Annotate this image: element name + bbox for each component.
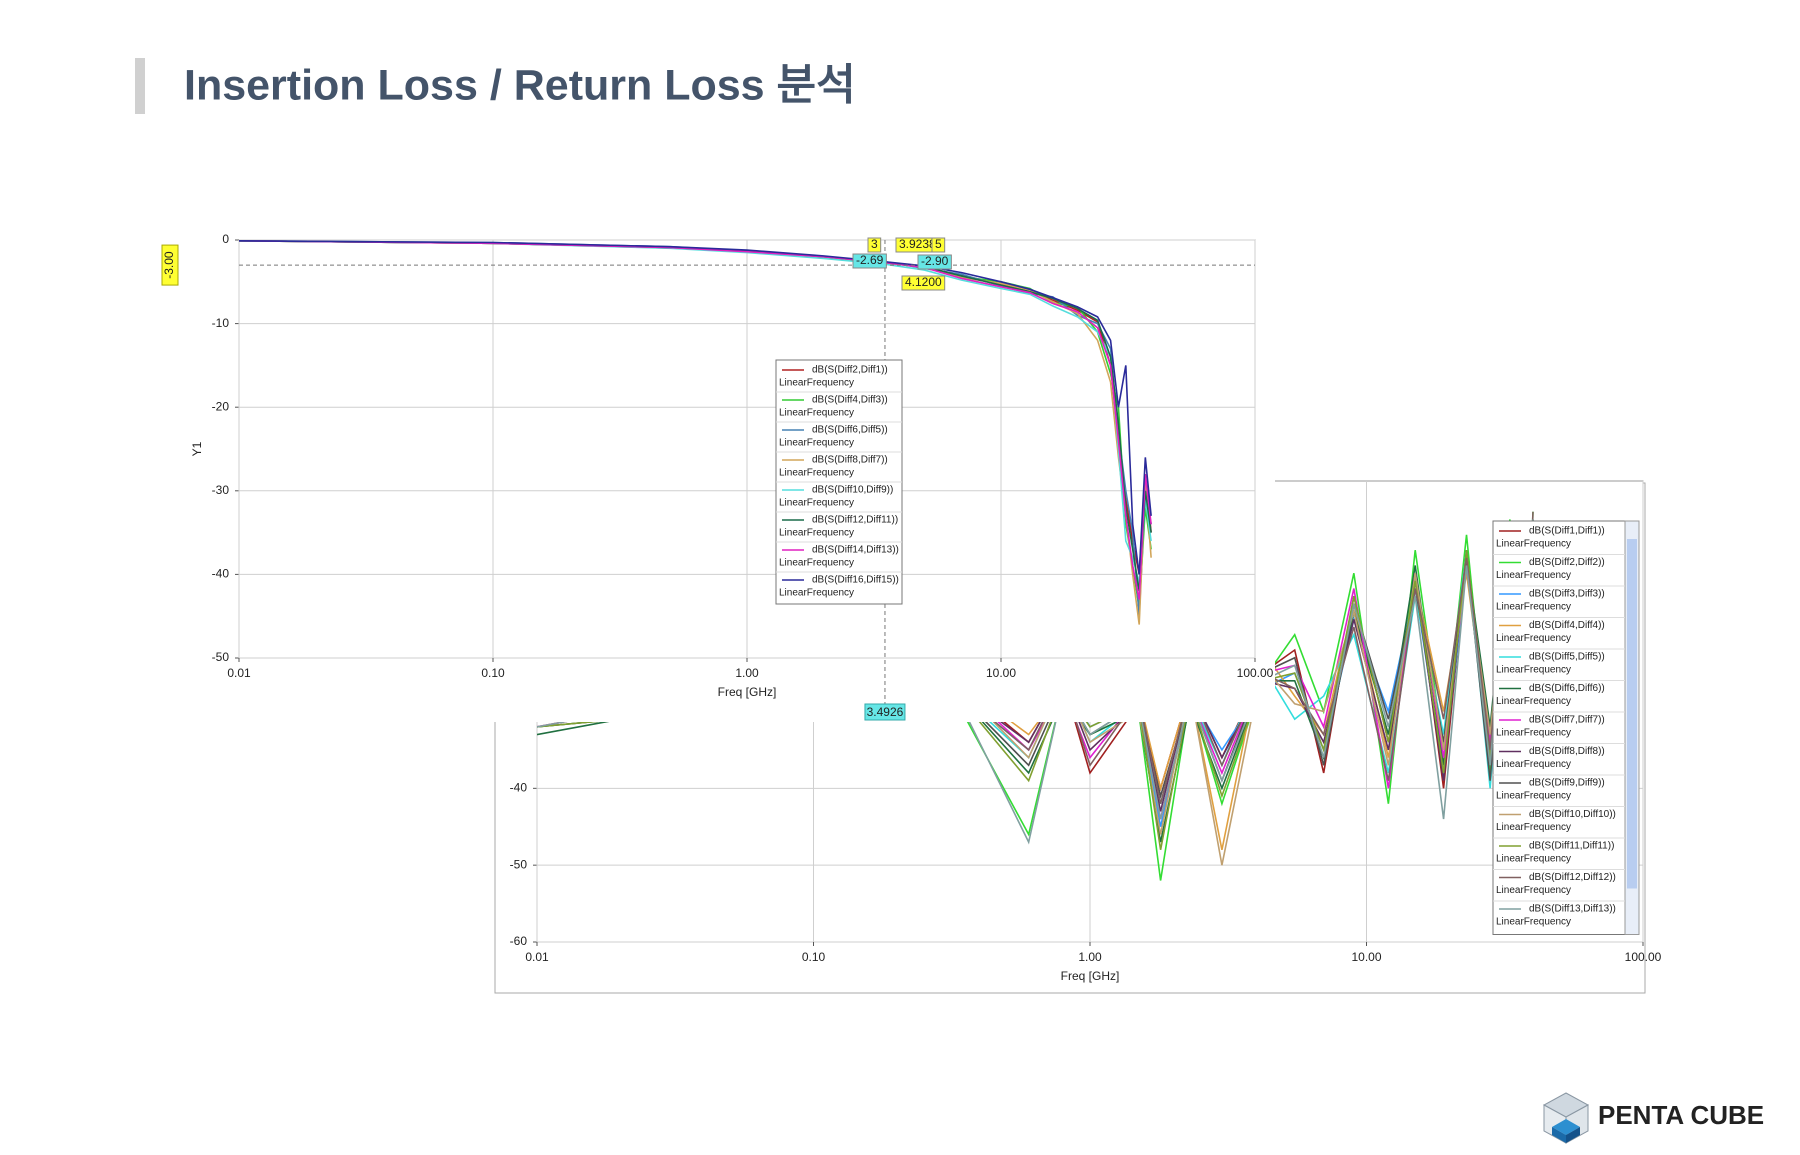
annotation-box: [931, 237, 946, 253]
marker-label-box: [864, 703, 906, 721]
annotation: 4.1200: [905, 275, 942, 289]
slide-title: Insertion Loss / Return Loss 분석: [184, 61, 856, 109]
y-tick-label: -50: [510, 857, 528, 871]
legend-subtitle: LinearFrequency: [779, 408, 854, 419]
x-tick-label: 100.00: [1237, 666, 1274, 680]
x-axis-title: Freq [GHz]: [718, 685, 777, 699]
legend-subtitle: LinearFrequency: [1496, 728, 1571, 739]
y-tick-label: -10: [212, 316, 230, 330]
legend-subtitle: LinearFrequency: [779, 378, 854, 389]
legend-subtitle: LinearFrequency: [1496, 570, 1571, 581]
legend-subtitle: LinearFrequency: [1496, 539, 1571, 550]
legend-subtitle: LinearFrequency: [779, 558, 854, 569]
annotation-box: [852, 253, 887, 269]
scrollbar-thumb: [1627, 539, 1637, 889]
legend-label: dB(S(Diff4,Diff4)): [1529, 620, 1605, 631]
annotation: -2.69: [856, 253, 884, 267]
legend-label: dB(S(Diff10,Diff10)): [1529, 809, 1616, 820]
y-tick-label: -20: [212, 399, 230, 413]
legend-label: dB(S(Diff7,Diff7)): [1529, 715, 1605, 726]
y-axis-title: Y1: [190, 441, 204, 456]
annotation: 3: [871, 237, 878, 251]
marker-label: 3.4926: [867, 705, 904, 719]
x-axis-title: Freq [GHz]: [1061, 969, 1120, 983]
legend-subtitle: LinearFrequency: [1496, 854, 1571, 865]
legend-subtitle: LinearFrequency: [779, 468, 854, 479]
legend-subtitle: LinearFrequency: [779, 438, 854, 449]
legend-label: dB(S(Diff13,Diff13)): [1529, 904, 1616, 915]
x-tick-label: 0.01: [227, 666, 251, 680]
series-line: [239, 240, 1152, 600]
marker-label-box: [161, 244, 179, 286]
marker-label: -3.00: [162, 251, 176, 279]
x-tick-label: 10.00: [986, 666, 1016, 680]
legend-subtitle: LinearFrequency: [779, 498, 854, 509]
legend-label: dB(S(Diff4,Diff3)): [812, 395, 888, 406]
legend-label: dB(S(Diff10,Diff9)): [812, 485, 893, 496]
legend-label: dB(S(Diff1,Diff1)): [1529, 526, 1605, 537]
y-tick-label: 0: [222, 232, 229, 246]
logo-text: PENTA CUBE: [1598, 1100, 1764, 1130]
y-tick-label: -30: [212, 483, 230, 497]
legend-subtitle: LinearFrequency: [1496, 822, 1571, 833]
legend-label: dB(S(Diff6,Diff5)): [812, 425, 888, 436]
x-tick-label: 1.00: [1078, 950, 1102, 964]
legend-label: dB(S(Diff12,Diff11)): [812, 515, 898, 526]
legend-label: dB(S(Diff8,Diff7)): [812, 455, 888, 466]
legend-label: dB(S(Diff16,Diff15)): [812, 575, 899, 586]
y-tick-label: -50: [212, 650, 230, 664]
x-tick-label: 0.10: [802, 950, 826, 964]
legend-label: dB(S(Diff8,Diff8)): [1529, 746, 1605, 757]
annotation: 3.9238: [899, 237, 936, 251]
series-group: [239, 240, 1152, 625]
y-tick-label: -40: [212, 567, 230, 581]
legend-subtitle: LinearFrequency: [779, 528, 854, 539]
legend-label: dB(S(Diff14,Diff13)): [812, 545, 899, 556]
legend-label: dB(S(Diff3,Diff3)): [1529, 589, 1605, 600]
legend-label: dB(S(Diff5,Diff5)): [1529, 652, 1605, 663]
series-line: [239, 240, 1152, 575]
legend-subtitle: LinearFrequency: [1496, 602, 1571, 613]
legend-label: dB(S(Diff2,Diff1)): [812, 365, 888, 376]
legend-label: dB(S(Diff2,Diff2)): [1529, 557, 1605, 568]
x-tick-label: 1.00: [735, 666, 759, 680]
legend-subtitle: LinearFrequency: [1496, 633, 1571, 644]
annotation-box: [917, 254, 952, 270]
legend-label: dB(S(Diff9,Diff9)): [1529, 778, 1605, 789]
x-tick-label: 0.01: [525, 950, 549, 964]
annotation-box: [901, 275, 946, 291]
legend-label: dB(S(Diff6,Diff6)): [1529, 683, 1605, 694]
x-tick-label: 0.10: [481, 666, 505, 680]
legend-subtitle: LinearFrequency: [1496, 885, 1571, 896]
annotation-box: [867, 237, 882, 253]
legend-subtitle: LinearFrequency: [1496, 665, 1571, 676]
legend-subtitle: LinearFrequency: [1496, 696, 1571, 707]
y-tick-label: -60: [510, 934, 528, 948]
legend-label: dB(S(Diff12,Diff12)): [1529, 872, 1616, 883]
legend-subtitle: LinearFrequency: [1496, 759, 1571, 770]
annotation: 5: [935, 237, 942, 251]
legend-label: dB(S(Diff11,Diff11)): [1529, 841, 1614, 852]
x-tick-label: 100.00: [1625, 950, 1662, 964]
legend-subtitle: LinearFrequency: [1496, 791, 1571, 802]
legend-subtitle: LinearFrequency: [1496, 917, 1571, 928]
legend-box: [1492, 520, 1626, 935]
title-bar: [135, 58, 145, 114]
insertion-loss-chart: 0 -10 -20 -30 -40 -50 0.01 0.10 1.00 10.00 100.00 F…: [150, 225, 1275, 722]
logo: [1542, 1092, 1590, 1144]
legend-subtitle: LinearFrequency: [779, 588, 854, 599]
y-tick-label: -40: [510, 781, 528, 795]
annotation: -2.90: [921, 254, 949, 268]
x-tick-label: 10.00: [1351, 950, 1381, 964]
